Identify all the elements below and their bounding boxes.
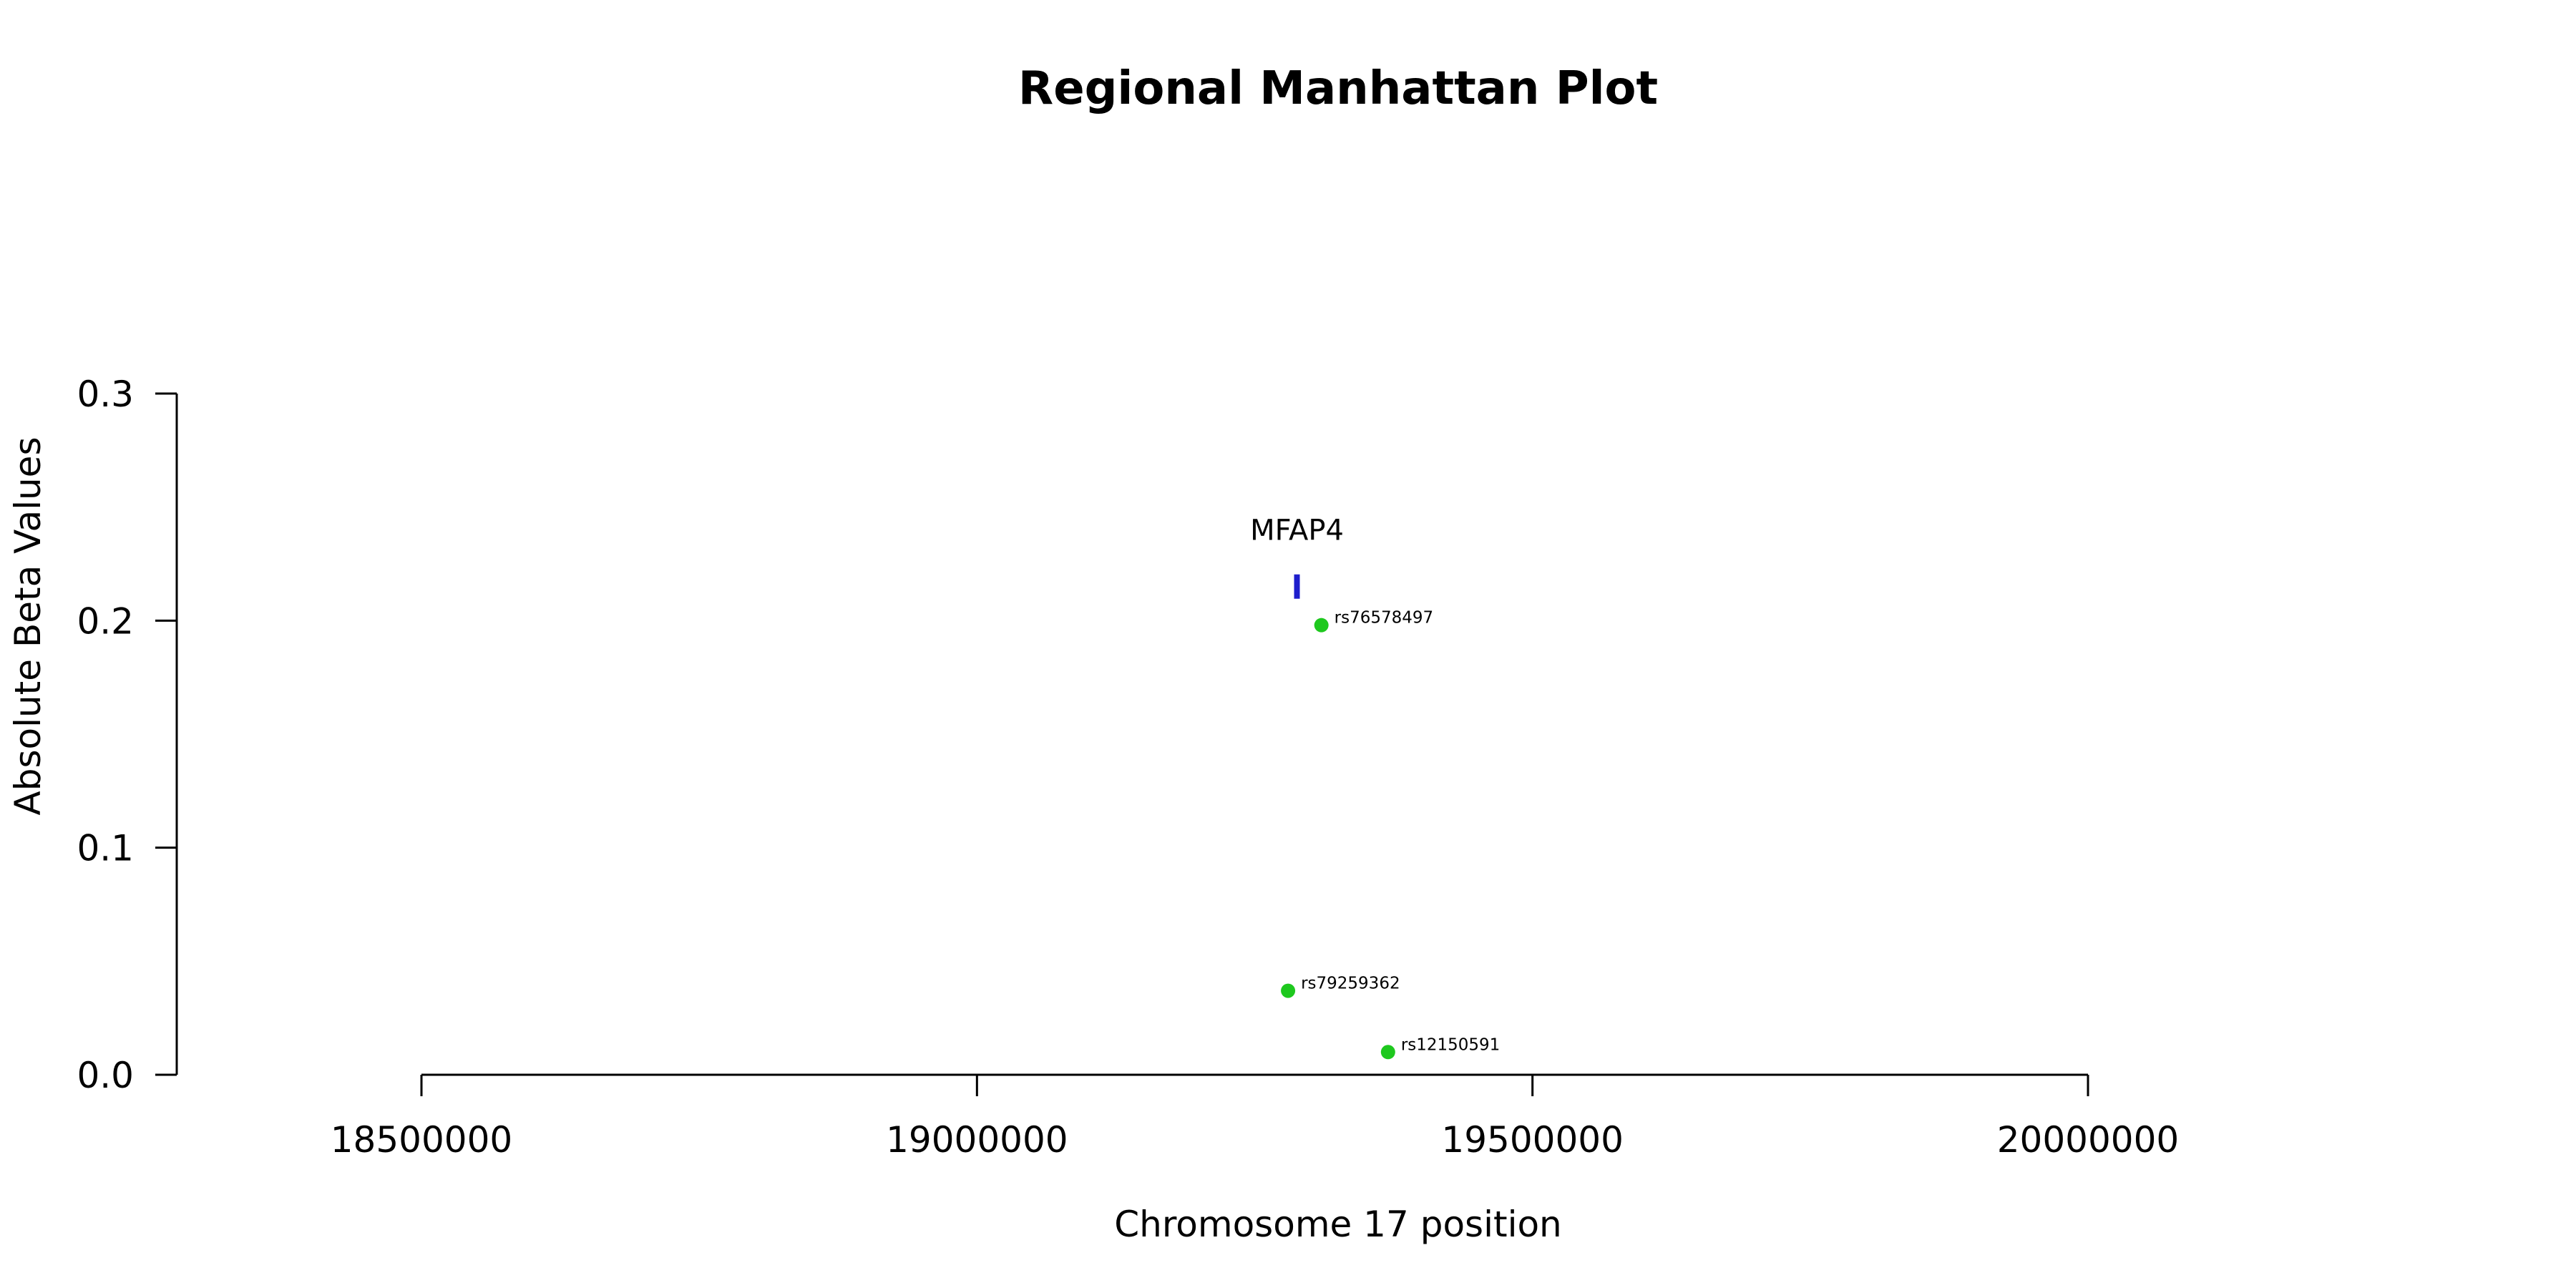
x-tick-label: 20000000: [1997, 1119, 2180, 1161]
y-tick-label: 0.0: [77, 1055, 134, 1096]
chart-title: Regional Manhattan Plot: [1018, 62, 1658, 115]
y-axis: 0.0 0.1 0.2 0.3: [77, 374, 178, 1096]
gene-label: MFAP4: [1250, 514, 1344, 547]
x-axis-label: Chromosome 17 position: [1114, 1204, 1562, 1245]
y-tick-label: 0.1: [77, 828, 134, 869]
snp-points: rs76578497 rs79259362 rs12150591: [1281, 609, 1500, 1060]
snp-label: rs76578497: [1335, 609, 1434, 628]
x-tick-label: 19000000: [886, 1119, 1068, 1161]
x-tick-label: 19500000: [1441, 1119, 1624, 1161]
gene-bar: [1294, 574, 1300, 599]
snp-label: rs12150591: [1401, 1035, 1501, 1054]
snp-label: rs79259362: [1301, 975, 1400, 993]
snp-point: [1380, 1045, 1395, 1060]
snp-point: [1281, 983, 1296, 998]
x-axis: 18500000 19000000 19500000 20000000: [331, 1073, 2180, 1161]
snp-point: [1314, 618, 1329, 633]
y-tick-label: 0.2: [77, 600, 134, 642]
gene-track: MFAP4: [1250, 514, 1344, 599]
y-tick-label: 0.3: [77, 374, 134, 415]
x-tick-label: 18500000: [331, 1119, 513, 1161]
y-axis-label: Absolute Beta Values: [7, 437, 49, 816]
